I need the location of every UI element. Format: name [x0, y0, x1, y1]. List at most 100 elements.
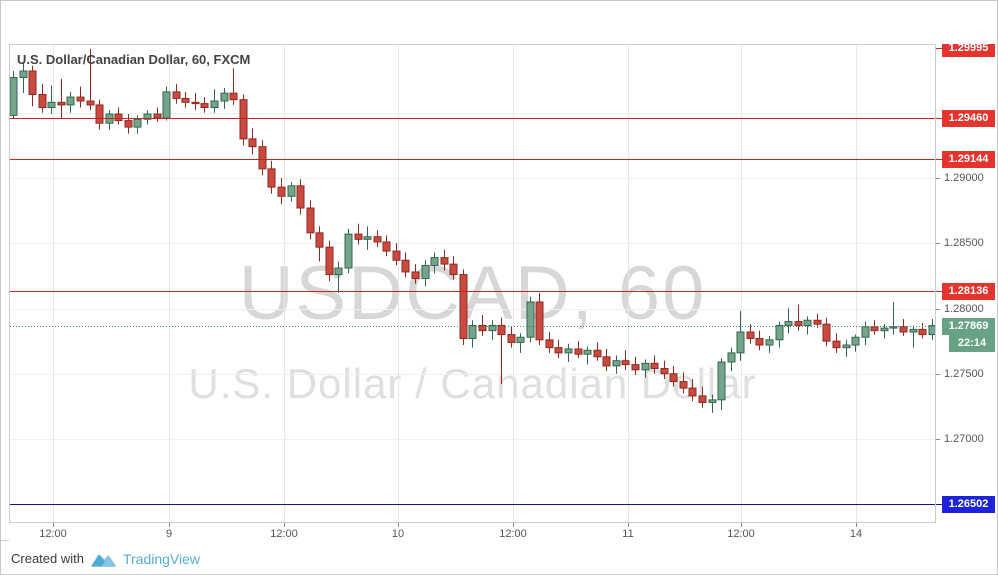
- time-tick: [513, 523, 514, 527]
- price-badge-alert-1.29995[interactable]: 1.29995: [942, 44, 995, 57]
- time-tick: [628, 523, 629, 527]
- candle: [832, 340, 841, 349]
- candle: [239, 99, 248, 140]
- time-label: 12:00: [727, 528, 755, 540]
- tradingview-link[interactable]: TradingView: [122, 550, 201, 567]
- candle: [459, 274, 468, 340]
- price-label: 1.28500: [944, 237, 984, 249]
- candle: [861, 326, 870, 338]
- time-tick: [53, 523, 54, 527]
- tradingview-logo-icon[interactable]: [91, 551, 116, 567]
- candle: [918, 328, 927, 336]
- price-axis[interactable]: 1.29000 1.28500 1.28000 1.27500 1.27000 1.299…: [936, 44, 997, 541]
- candle: [602, 356, 611, 367]
- price-tick: [936, 243, 940, 244]
- candle: [47, 101, 56, 109]
- candle: [277, 186, 286, 197]
- candle: [688, 387, 697, 397]
- candle: [842, 344, 851, 349]
- candle: [755, 338, 764, 346]
- candle: [698, 395, 707, 403]
- candle: [880, 327, 889, 332]
- candle: [669, 373, 678, 383]
- candle: [765, 339, 774, 346]
- candles: [10, 48, 935, 413]
- alert-tick: [936, 504, 942, 505]
- candle: [401, 259, 410, 273]
- price-pane[interactable]: USDCAD, 60 U.S. Dollar / Canadian Dollar…: [9, 44, 936, 523]
- candle: [794, 321, 803, 326]
- price-label: 1.27000: [944, 433, 984, 445]
- candle: [162, 91, 171, 119]
- candle: [10, 77, 18, 116]
- candle: [354, 233, 363, 240]
- candle: [813, 319, 822, 325]
- candle: [449, 263, 458, 276]
- candle: [574, 348, 583, 355]
- candle: [66, 96, 75, 106]
- candle: [526, 301, 535, 338]
- candle: [325, 246, 334, 276]
- chart-canvas[interactable]: [10, 45, 935, 522]
- candle: [497, 324, 506, 336]
- candle: [899, 326, 908, 333]
- candle: [296, 185, 305, 209]
- candle: [612, 360, 621, 367]
- candle: [191, 101, 200, 105]
- candle: [727, 352, 736, 363]
- candle: [583, 349, 592, 355]
- candle: [516, 336, 525, 343]
- candle: [248, 138, 257, 148]
- price-badge-alert-1.26502[interactable]: 1.26502: [942, 496, 995, 513]
- candle: [57, 101, 66, 106]
- price-tick: [936, 374, 940, 375]
- candle: [363, 236, 372, 240]
- candle: [621, 360, 630, 366]
- candle: [392, 250, 401, 261]
- price-label: 1.29000: [944, 172, 984, 184]
- alert-tick: [936, 291, 942, 292]
- candle: [181, 97, 190, 103]
- alert-level-lines[interactable]: [10, 118, 935, 505]
- candle: [133, 118, 142, 128]
- time-tick: [284, 523, 285, 527]
- time-tick: [856, 523, 857, 527]
- time-label: 12:00: [39, 528, 67, 540]
- candle: [631, 364, 640, 371]
- alert-tick: [936, 159, 942, 160]
- price-badge-last: 1.27869: [942, 318, 995, 335]
- price-badge-alert-1.29460[interactable]: 1.29460: [942, 110, 995, 127]
- candle: [124, 120, 133, 128]
- candle: [775, 324, 784, 341]
- candle: [28, 70, 37, 95]
- alert-tick: [936, 118, 942, 119]
- candle: [488, 324, 497, 332]
- candle: [660, 368, 669, 375]
- candle: [86, 100, 95, 106]
- price-label: 1.27500: [944, 368, 984, 380]
- candle: [229, 92, 238, 101]
- chart-widget: USDCAD, 60 U.S. Dollar / Canadian Dollar…: [1, 1, 997, 541]
- candle: [220, 92, 229, 102]
- time-label: 9: [165, 528, 173, 540]
- candle: [641, 362, 650, 371]
- candle: [593, 349, 602, 358]
- candle: [564, 348, 573, 354]
- candle: [200, 103, 209, 109]
- price-badge-alert-1.29144[interactable]: 1.29144: [942, 151, 995, 168]
- candle: [153, 113, 162, 119]
- candle: [258, 146, 267, 170]
- candle: [306, 207, 315, 234]
- footer-attribution: Created with TradingView: [1, 541, 997, 574]
- time-axis[interactable]: 12:00 9 12:00 10 12:00 11 12:00 14: [9, 523, 936, 541]
- candle: [507, 334, 516, 343]
- candle: [411, 271, 420, 279]
- candle: [650, 362, 659, 370]
- price-badge-alert-1.28136[interactable]: 1.28136: [942, 283, 995, 300]
- candle: [478, 324, 487, 332]
- time-tick: [741, 523, 742, 527]
- created-with-label: Created with: [11, 551, 84, 566]
- price-badge-countdown: 22:14: [949, 335, 995, 352]
- time-label: 12:00: [499, 528, 527, 540]
